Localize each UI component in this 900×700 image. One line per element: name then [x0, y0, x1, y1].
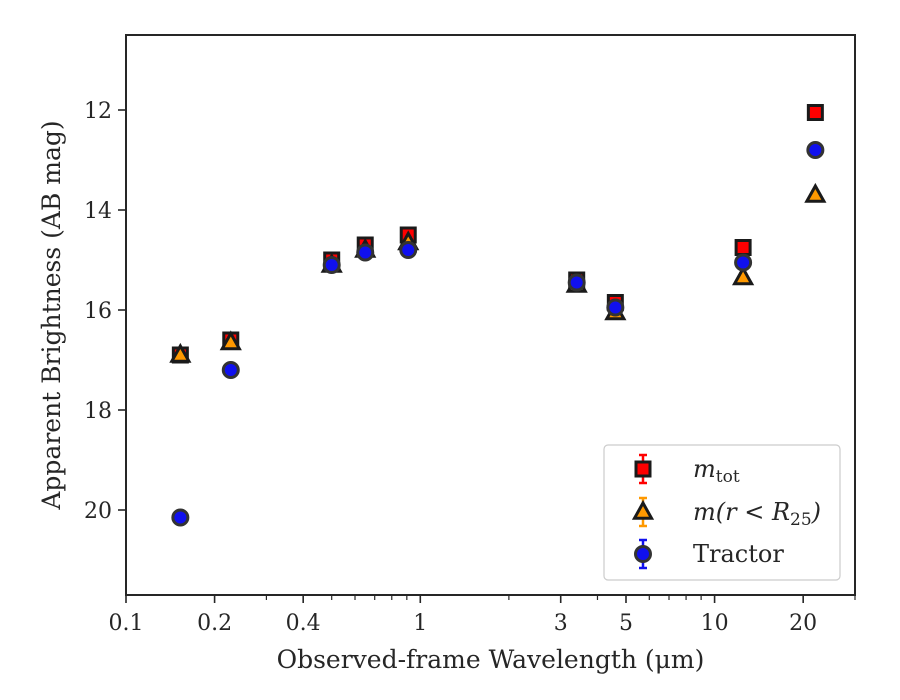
- y-tick-label: 16: [84, 299, 112, 324]
- legend: mtot m(r < R25) Tractor: [603, 444, 841, 581]
- x-tick-label: 20: [789, 611, 817, 636]
- y-axis-ticks: 12 14 16 18 20: [84, 99, 126, 524]
- y-tick-label: 14: [84, 199, 112, 224]
- data-point-circle: [356, 243, 375, 262]
- y-axis-label: Apparent Brightness (AB mag): [37, 120, 66, 510]
- data-point-triangle: [219, 330, 242, 351]
- data-point-triangle: [804, 182, 827, 203]
- data-point-circle: [399, 241, 418, 259]
- legend-box: [603, 444, 841, 581]
- x-tick-label: 0.1: [109, 611, 144, 636]
- data-point-triangle: [731, 265, 755, 286]
- legend-label: Tractor: [693, 540, 784, 568]
- data-marks: [169, 104, 827, 527]
- legend-marker-square: [634, 460, 652, 478]
- data-point-circle: [322, 256, 341, 274]
- y-tick-label: 20: [84, 499, 112, 524]
- legend-marker-circle: [634, 545, 652, 563]
- y-tick-label: 18: [84, 399, 112, 424]
- x-tick-label: 5: [619, 611, 633, 636]
- data-point-circle: [734, 253, 753, 272]
- x-axis-label: Observed-frame Wavelength (μm): [277, 645, 705, 674]
- plot-frame: [125, 34, 856, 596]
- data-point-circle: [606, 298, 625, 317]
- legend-marker-triangle: [631, 499, 655, 520]
- data-point-circle: [806, 141, 825, 159]
- legend-label: mtot: [693, 455, 740, 487]
- series-tractor: [171, 141, 825, 527]
- data-point-circle: [567, 273, 586, 292]
- data-point-circle: [171, 508, 190, 527]
- x-tick-label: 1: [413, 611, 427, 636]
- data-point-circle: [221, 361, 240, 379]
- x-tick-label: 10: [701, 611, 729, 636]
- x-tick-label: 0.2: [197, 611, 232, 636]
- x-tick-label: 3: [554, 611, 568, 636]
- y-tick-label: 12: [84, 99, 112, 124]
- legend-label: m(r < R25): [693, 498, 821, 530]
- data-point-square: [734, 239, 752, 256]
- x-tick-label: 0.4: [286, 611, 321, 636]
- data-point-square: [806, 104, 824, 121]
- data-point-triangle: [169, 342, 192, 363]
- x-axis-ticks: 0.1 0.2 0.4 1 3 5 10 20: [109, 595, 856, 636]
